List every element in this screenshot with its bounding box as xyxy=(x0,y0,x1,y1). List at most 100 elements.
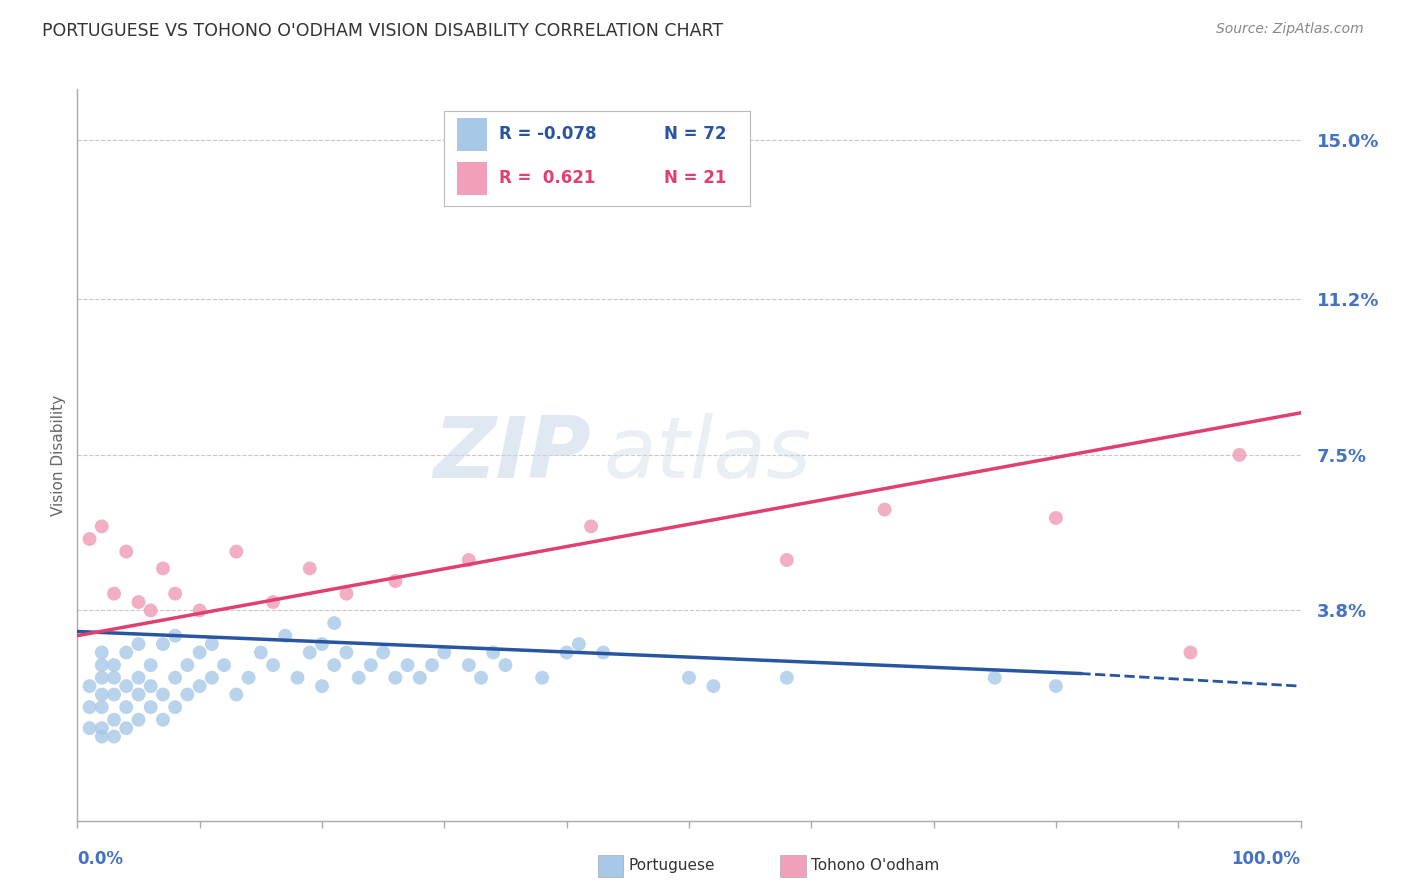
Point xyxy=(103,713,125,727)
Point xyxy=(127,595,149,609)
Point xyxy=(678,671,700,685)
Point xyxy=(127,637,149,651)
Point xyxy=(152,713,174,727)
Point xyxy=(531,671,554,685)
Point xyxy=(165,629,187,643)
Text: ZIP: ZIP xyxy=(433,413,591,497)
Text: N = 72: N = 72 xyxy=(665,126,727,144)
Point xyxy=(139,700,162,714)
Point xyxy=(90,688,112,702)
Point xyxy=(420,658,443,673)
Point xyxy=(90,730,112,744)
Point xyxy=(188,679,211,693)
Point xyxy=(139,603,162,617)
Point xyxy=(115,645,138,659)
Point xyxy=(212,658,235,673)
Point xyxy=(323,658,346,673)
FancyBboxPatch shape xyxy=(457,161,486,194)
Point xyxy=(103,688,125,702)
Point xyxy=(579,519,602,533)
Point xyxy=(311,637,333,651)
Point xyxy=(103,730,125,744)
Point xyxy=(152,688,174,702)
Point xyxy=(127,671,149,685)
Point xyxy=(90,658,112,673)
Point xyxy=(90,645,112,659)
Point xyxy=(201,637,224,651)
Point xyxy=(482,645,505,659)
Point xyxy=(984,671,1007,685)
Point xyxy=(335,587,357,601)
Point xyxy=(776,553,799,567)
Point xyxy=(165,671,187,685)
Point xyxy=(298,561,321,575)
Point xyxy=(262,658,284,673)
Point xyxy=(470,671,492,685)
Text: 0.0%: 0.0% xyxy=(77,850,124,868)
Point xyxy=(298,645,321,659)
Text: R = -0.078: R = -0.078 xyxy=(499,126,596,144)
Text: PORTUGUESE VS TOHONO O'ODHAM VISION DISABILITY CORRELATION CHART: PORTUGUESE VS TOHONO O'ODHAM VISION DISA… xyxy=(42,22,723,40)
Text: Portuguese: Portuguese xyxy=(628,858,716,872)
Point xyxy=(79,679,101,693)
Point xyxy=(79,532,101,546)
Point xyxy=(323,616,346,631)
Point xyxy=(274,629,297,643)
Point xyxy=(115,544,138,558)
Text: R =  0.621: R = 0.621 xyxy=(499,169,596,187)
Point xyxy=(127,713,149,727)
Point xyxy=(347,671,370,685)
Point xyxy=(592,645,614,659)
Text: 100.0%: 100.0% xyxy=(1232,850,1301,868)
Point xyxy=(115,700,138,714)
Point xyxy=(409,671,432,685)
Text: Tohono O'odham: Tohono O'odham xyxy=(811,858,939,872)
Point xyxy=(139,658,162,673)
Point xyxy=(165,587,187,601)
Point xyxy=(127,688,149,702)
Point xyxy=(262,595,284,609)
Point xyxy=(1045,511,1067,525)
Point xyxy=(433,645,456,659)
Point xyxy=(188,645,211,659)
Point xyxy=(103,658,125,673)
Point xyxy=(873,502,896,516)
Point xyxy=(103,671,125,685)
Point xyxy=(225,688,247,702)
Point xyxy=(152,561,174,575)
Point xyxy=(457,553,479,567)
FancyBboxPatch shape xyxy=(457,118,486,151)
Point xyxy=(225,544,247,558)
Point xyxy=(360,658,382,673)
Point xyxy=(250,645,273,659)
Point xyxy=(176,658,198,673)
Text: atlas: atlas xyxy=(603,413,811,497)
Point xyxy=(90,700,112,714)
Point xyxy=(311,679,333,693)
Point xyxy=(90,671,112,685)
Point xyxy=(555,645,578,659)
Point xyxy=(139,679,162,693)
Point xyxy=(115,721,138,735)
Point xyxy=(152,637,174,651)
Point xyxy=(201,671,224,685)
Y-axis label: Vision Disability: Vision Disability xyxy=(51,394,66,516)
Point xyxy=(238,671,260,685)
Point xyxy=(287,671,309,685)
Point xyxy=(115,679,138,693)
Point xyxy=(335,645,357,659)
Point xyxy=(1180,645,1202,659)
Point xyxy=(103,587,125,601)
Point xyxy=(188,603,211,617)
Point xyxy=(90,519,112,533)
Point xyxy=(1229,448,1251,462)
Point xyxy=(79,700,101,714)
Text: N = 21: N = 21 xyxy=(665,169,727,187)
Point xyxy=(79,721,101,735)
Point xyxy=(1045,679,1067,693)
Point xyxy=(495,658,517,673)
Point xyxy=(90,721,112,735)
Text: Source: ZipAtlas.com: Source: ZipAtlas.com xyxy=(1216,22,1364,37)
Point xyxy=(384,671,406,685)
Point xyxy=(568,637,591,651)
